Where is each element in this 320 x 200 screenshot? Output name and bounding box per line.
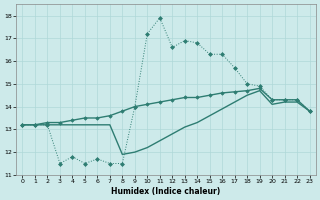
X-axis label: Humidex (Indice chaleur): Humidex (Indice chaleur) [111, 187, 221, 196]
